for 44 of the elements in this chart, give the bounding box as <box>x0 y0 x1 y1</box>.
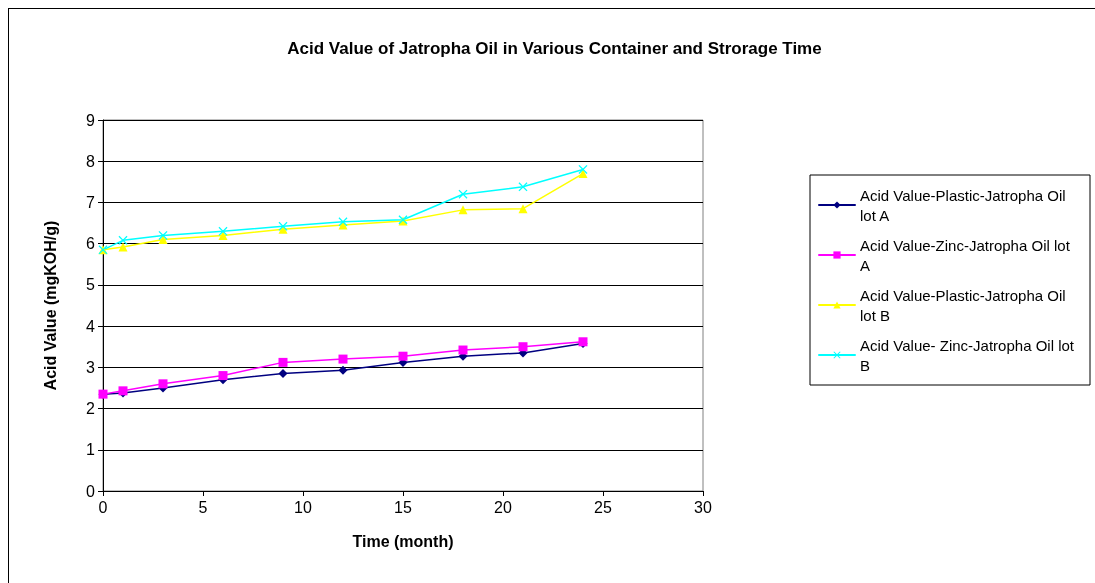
point <box>518 182 528 192</box>
point <box>578 164 588 174</box>
chart-title: Acid Value of Jatropha Oil in Various Container and Strorage Time <box>287 39 822 58</box>
y-axis-title: Acid Value (mgKOH/g) <box>41 220 59 391</box>
y-tick-label: 3 <box>86 358 96 376</box>
point <box>458 189 468 199</box>
point <box>158 379 168 389</box>
point <box>158 230 168 240</box>
x-tick-label: 0 <box>98 498 108 516</box>
legend-label: Acid Value-Plastic-Jatropha Oil lot B <box>860 286 1070 324</box>
x-tick-label: 30 <box>694 498 712 516</box>
x-tick-label: 20 <box>494 498 512 516</box>
point <box>218 371 228 381</box>
y-tick-label: 6 <box>86 235 96 253</box>
y-tick-label: 2 <box>86 400 96 418</box>
legend-label: Acid Value- Zinc-Jatropha Oil lot B <box>860 336 1079 374</box>
point <box>118 235 128 245</box>
point <box>338 354 348 364</box>
point <box>338 365 348 375</box>
y-tick-label: 9 <box>86 111 96 129</box>
x-tick-label: 15 <box>394 498 412 516</box>
y-tick-label: 5 <box>86 276 96 294</box>
point <box>518 204 528 214</box>
x-tick-label: 10 <box>294 498 312 516</box>
legend-label: Acid Value-Plastic-Jatropha Oil lot A <box>860 186 1070 224</box>
point <box>398 351 408 361</box>
y-tick-label: 1 <box>86 441 96 459</box>
point <box>278 369 288 379</box>
x-axis-title: Time (month) <box>352 532 454 550</box>
point <box>158 235 168 245</box>
point <box>278 357 288 367</box>
x-tick-label: 5 <box>198 498 208 516</box>
point <box>458 205 468 215</box>
legend-label: Acid Value-Zinc-Jatropha Oil lot A <box>860 236 1074 274</box>
y-tick-label: 8 <box>86 152 96 170</box>
y-tick-label: 4 <box>86 317 96 335</box>
point <box>578 169 588 179</box>
y-tick-label: 7 <box>86 193 96 211</box>
point <box>518 342 528 352</box>
y-tick-label: 0 <box>86 482 96 500</box>
point <box>118 242 128 252</box>
x-tick-label: 25 <box>594 498 612 516</box>
point <box>458 345 468 355</box>
point <box>218 226 228 236</box>
